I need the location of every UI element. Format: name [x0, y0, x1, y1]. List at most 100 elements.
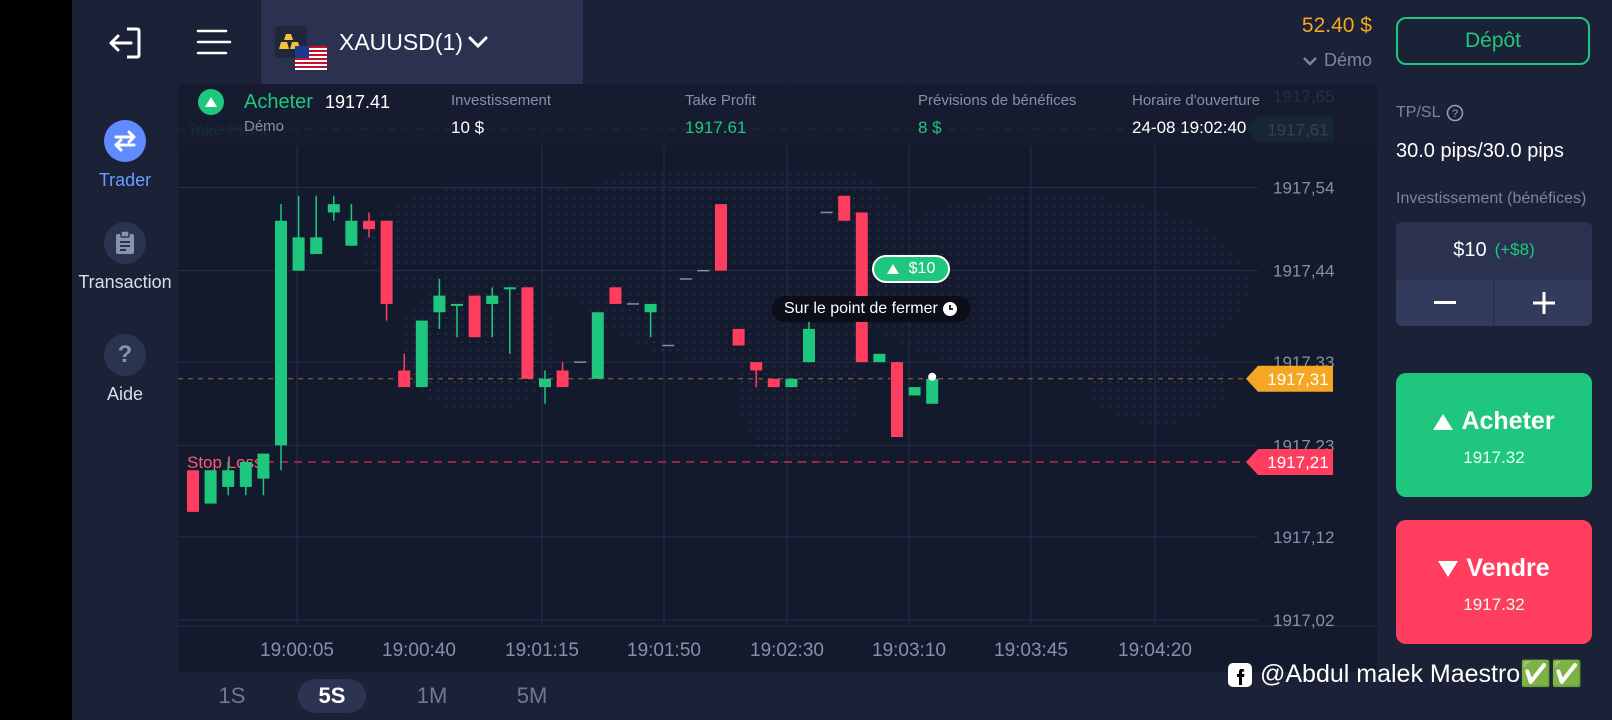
map-dot [1228, 292, 1232, 296]
map-dot [940, 220, 944, 224]
tpsl-value[interactable]: 30.0 pips/30.0 pips [1396, 140, 1564, 162]
buy-button[interactable]: Acheter 1917.32 [1396, 373, 1592, 497]
timeframe-5m[interactable]: 5M [516, 683, 548, 708]
map-dot [468, 276, 472, 280]
candle-up [926, 378, 939, 404]
map-dot [964, 324, 968, 328]
map-dot [1092, 228, 1096, 232]
y-tick-label: 1917,12 [1273, 528, 1334, 547]
map-dot [1172, 388, 1176, 392]
map-dot [836, 180, 840, 184]
map-dot [1204, 300, 1208, 304]
price-chart[interactable]: 1917,651917,541917,441917,331917,231917,… [178, 84, 1377, 672]
map-dot [1140, 412, 1144, 416]
timeframe-5s[interactable]: 5S [298, 679, 366, 713]
map-dot [1124, 396, 1128, 400]
map-dot [820, 396, 824, 400]
exit-button[interactable] [102, 20, 148, 66]
map-dot [444, 372, 448, 376]
map-dot [852, 276, 856, 280]
map-dot [1068, 196, 1072, 200]
map-dot [1140, 228, 1144, 232]
map-dot [708, 212, 712, 216]
map-dot [1188, 404, 1192, 408]
map-dot [692, 316, 696, 320]
increase-investment-button[interactable] [1495, 280, 1592, 326]
map-dot [828, 180, 832, 184]
map-dot [1148, 348, 1152, 352]
map-dot [1020, 332, 1024, 336]
map-dot [660, 204, 664, 208]
map-dot [1140, 276, 1144, 280]
map-dot [1236, 260, 1240, 264]
map-dot [852, 260, 856, 264]
decrease-investment-button[interactable] [1396, 280, 1493, 326]
map-dot [972, 348, 976, 352]
map-dot [500, 204, 504, 208]
map-dot [836, 372, 840, 376]
investment-amount-field[interactable]: $10 (+$8) [1396, 222, 1592, 278]
map-dot [740, 316, 744, 320]
map-dot [844, 380, 848, 384]
map-dot [748, 396, 752, 400]
map-dot [1060, 292, 1064, 296]
deposit-button[interactable]: Dépôt [1396, 17, 1590, 65]
map-dot [516, 356, 520, 360]
question-icon: ? [104, 334, 146, 376]
map-dot [1156, 404, 1160, 408]
timeframe-1m[interactable]: 1M [416, 683, 448, 708]
map-dot [772, 388, 776, 392]
map-dot [772, 428, 776, 432]
map-dot [708, 308, 712, 312]
map-dot [748, 340, 752, 344]
help-circle-icon[interactable]: ? [1446, 104, 1464, 122]
map-dot [1052, 260, 1056, 264]
map-dot [1020, 340, 1024, 344]
map-dot [740, 220, 744, 224]
map-dot [940, 292, 944, 296]
timeframe-1s[interactable]: 1S [218, 683, 246, 708]
map-dot [764, 356, 768, 360]
map-dot [844, 332, 848, 336]
map-dot [684, 252, 688, 256]
map-dot [524, 236, 528, 240]
y-tick-label: 1917,44 [1273, 262, 1334, 281]
account-type-selector[interactable]: Démo [1302, 50, 1372, 71]
nav-item-transaction[interactable]: Transaction [72, 222, 178, 293]
map-dot [660, 300, 664, 304]
map-dot [436, 220, 440, 224]
map-dot [1116, 332, 1120, 336]
map-dot [812, 228, 816, 232]
map-dot [828, 188, 832, 192]
map-dot [476, 196, 480, 200]
map-dot [660, 180, 664, 184]
map-dot [756, 420, 760, 424]
map-dot [876, 196, 880, 200]
asset-selector[interactable]: XAUUSD(1) [261, 0, 583, 84]
position-badge[interactable]: $10 [872, 255, 950, 283]
map-dot [676, 340, 680, 344]
map-dot [732, 180, 736, 184]
map-dot [780, 180, 784, 184]
map-dot [1132, 412, 1136, 416]
map-dot [756, 428, 760, 432]
map-dot [1212, 292, 1216, 296]
map-dot [604, 308, 608, 312]
map-dot [1052, 348, 1056, 352]
map-dot [620, 172, 624, 176]
map-dot [708, 284, 712, 288]
nav-item-trader[interactable]: Trader [72, 120, 178, 191]
map-dot [412, 308, 416, 312]
map-dot [636, 292, 640, 296]
map-dot [956, 220, 960, 224]
menu-button[interactable] [178, 0, 250, 84]
map-dot [604, 204, 608, 208]
map-dot [764, 196, 768, 200]
map-dot [828, 292, 832, 296]
sell-button[interactable]: Vendre 1917.32 [1396, 520, 1592, 644]
nav-item-aide[interactable]: ? Aide [72, 334, 178, 405]
map-dot [756, 188, 760, 192]
map-dot [796, 436, 800, 440]
map-dot [988, 332, 992, 336]
map-dot [916, 324, 920, 328]
